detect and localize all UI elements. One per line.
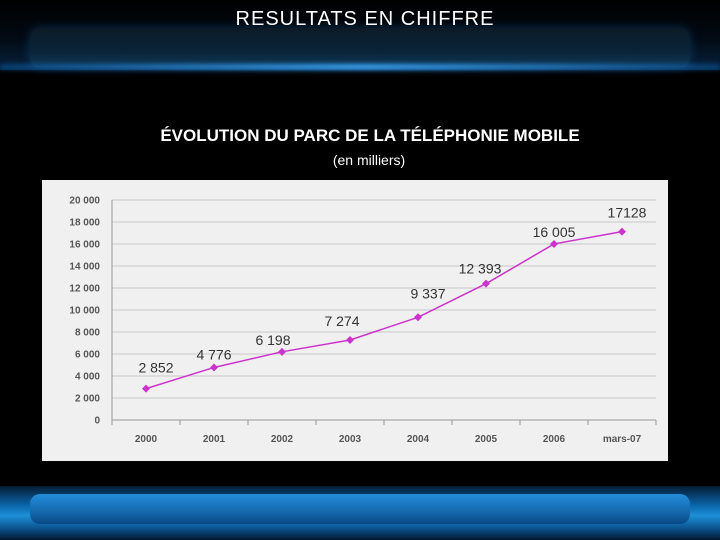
x-tick-label: 2004 — [407, 434, 430, 445]
line-chart: 0 2 000 4 000 6 000 8 000 10 000 12 000 14 000 1… — [69, 196, 657, 445]
data-point — [550, 239, 558, 248]
data-point — [278, 347, 286, 356]
data-label: 6 198 — [255, 332, 290, 348]
y-tick-label: 2 000 — [75, 394, 100, 405]
y-tick-label: 14 000 — [69, 262, 100, 273]
data-point — [210, 363, 218, 372]
y-tick-label: 4 000 — [75, 372, 100, 383]
footer-bar — [30, 494, 690, 524]
data-point — [414, 313, 422, 322]
data-label: 2 852 — [138, 360, 173, 376]
data-point — [346, 335, 354, 344]
data-point — [618, 227, 626, 236]
data-label: 12 393 — [459, 261, 502, 277]
data-label: 17128 — [608, 205, 647, 221]
data-label: 7 274 — [324, 313, 359, 329]
y-tick-label: 8 000 — [75, 328, 100, 339]
data-label: 4 776 — [196, 346, 231, 362]
y-tick-label: 12 000 — [69, 284, 100, 295]
y-tick-label: 6 000 — [75, 350, 100, 361]
slide-title: RESULTATS EN CHIFFRE — [235, 8, 495, 30]
y-tick-label: 0 — [94, 416, 100, 427]
y-tick-label: 18 000 — [69, 218, 100, 229]
x-tick-label: 2005 — [475, 434, 498, 445]
y-tick-label: 16 000 — [69, 240, 100, 251]
y-tick-label: 20 000 — [69, 196, 100, 207]
data-label: 16 005 — [533, 224, 576, 240]
chart-title: ÉVOLUTION DU PARC DE LA TÉLÉPHONIE MOBIL… — [160, 126, 580, 145]
x-tick-label: 2002 — [271, 434, 294, 445]
data-label: 9 337 — [410, 285, 445, 301]
x-tick-label: 2000 — [135, 434, 158, 445]
chart-subtitle: (en milliers) — [332, 152, 406, 168]
x-tick-label: 2003 — [339, 434, 362, 445]
data-point — [482, 279, 490, 288]
chart-panel: 0 2 000 4 000 6 000 8 000 10 000 12 000 14 000 1… — [42, 180, 668, 461]
header-bar — [30, 28, 690, 68]
series-line — [145, 230, 623, 390]
x-tick-label: 2001 — [203, 434, 226, 445]
header-glow — [0, 64, 720, 70]
data-point — [142, 384, 150, 393]
x-tick-label: 2006 — [543, 434, 566, 445]
y-tick-label: 10 000 — [69, 306, 100, 317]
x-tick-label: mars-07 — [603, 434, 642, 445]
